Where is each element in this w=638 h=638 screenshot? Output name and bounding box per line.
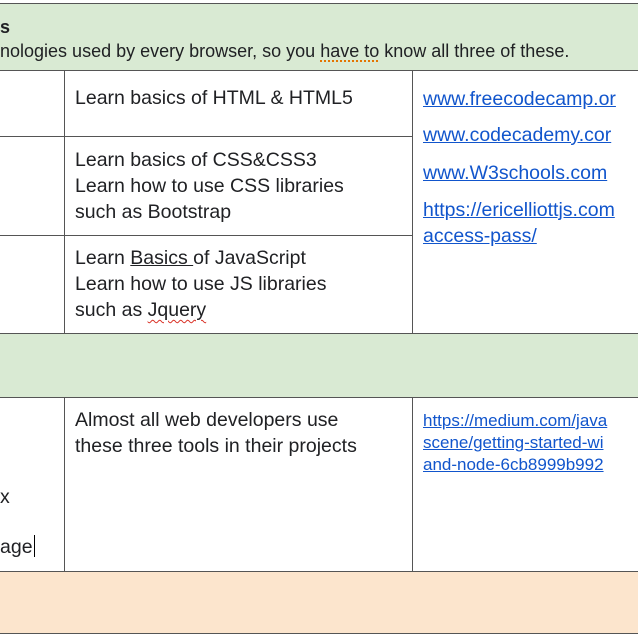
section-title: s [0,17,11,37]
section-header-band [0,4,638,70]
grid-line [64,397,65,571]
grid-line [0,136,413,137]
resource-link[interactable]: access-pass/ [423,225,537,247]
spelling-flag[interactable]: Jquery [147,299,207,321]
tool-name-fragment: x [0,486,10,508]
grid-line [0,70,638,71]
text-cursor [33,535,35,557]
task-cell-js: Learn Basics of JavaScript Learn how to … [75,247,327,321]
grid-line [0,3,638,4]
tool-name-fragment: age [0,535,35,558]
resource-link[interactable]: www.freecodecamp.or [423,88,616,110]
task-cell-tools: Almost all web developers use these thre… [75,409,357,457]
resource-link[interactable]: https://ericelliottjs.com [423,199,615,221]
grid-line [0,571,638,572]
grammar-flag[interactable]: have to [320,41,380,61]
resource-link[interactable]: www.codecademy.cor [423,124,612,146]
grid-line [0,235,413,236]
task-cell-css: Learn basics of CSS&CSS3 Learn how to us… [75,149,344,223]
section-description: nologies used by every browser, so you h… [0,41,570,61]
grid-line [64,70,65,333]
grid-line [412,70,413,333]
resource-link[interactable]: www.W3schools.com [423,162,608,184]
resource-link-medium[interactable]: https://medium.com/java scene/getting-st… [423,411,608,474]
grid-line [0,397,638,398]
task-cell-html: Learn basics of HTML & HTML5 [75,87,353,109]
grid-line [412,397,413,571]
grid-line [0,333,638,334]
section-header-band-3 [0,571,638,633]
grid-line [0,633,638,634]
section-header-band-2 [0,334,638,397]
